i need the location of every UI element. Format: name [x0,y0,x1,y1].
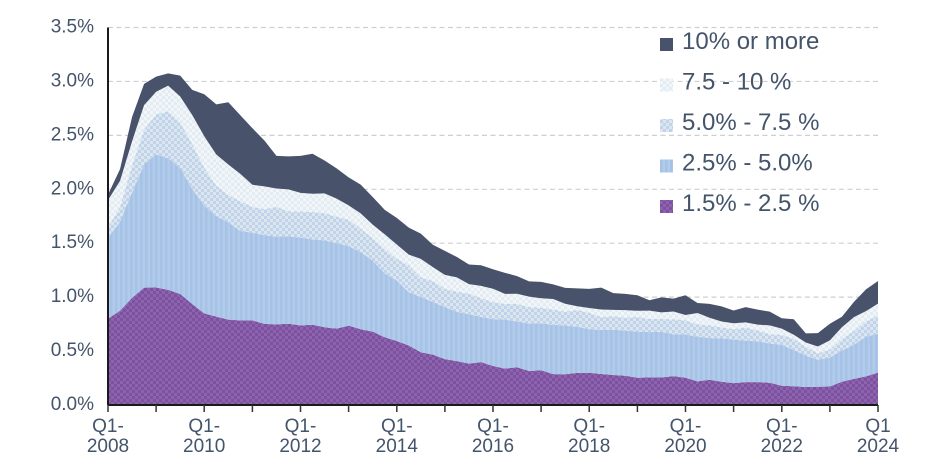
svg-text:Q1-: Q1- [381,416,413,437]
svg-text:Q1-: Q1- [477,416,509,437]
svg-text:1.5% - 2.5 %: 1.5% - 2.5 % [682,190,819,217]
svg-text:Q1: Q1 [865,416,890,437]
svg-text:Q1-: Q1- [188,416,220,437]
svg-text:3.0%: 3.0% [51,70,94,91]
svg-text:2.0%: 2.0% [51,178,94,199]
svg-text:2008: 2008 [87,436,129,457]
svg-text:1.0%: 1.0% [51,286,94,307]
svg-text:2018: 2018 [568,436,610,457]
svg-text:Q1-: Q1- [92,416,124,437]
svg-text:Q1-: Q1- [285,416,317,437]
svg-text:10% or more: 10% or more [682,28,819,55]
svg-text:7.5 - 10 %: 7.5 - 10 % [682,69,791,96]
svg-text:5.0% - 7.5 %: 5.0% - 7.5 % [682,109,819,136]
svg-text:2014: 2014 [376,436,419,457]
svg-text:2012: 2012 [279,436,321,457]
svg-text:Q1-: Q1- [670,416,702,437]
svg-text:2010: 2010 [183,436,225,457]
svg-text:2020: 2020 [664,436,706,457]
svg-text:2016: 2016 [472,436,514,457]
svg-text:3.5%: 3.5% [51,17,94,38]
svg-text:0.5%: 0.5% [51,340,94,361]
svg-text:Q1-: Q1- [573,416,605,437]
svg-text:2022: 2022 [761,436,803,457]
svg-text:1.5%: 1.5% [51,232,94,253]
svg-text:Q1-: Q1- [766,416,798,437]
svg-text:2024: 2024 [857,436,900,457]
svg-text:2.5%: 2.5% [51,124,94,145]
svg-text:0.0%: 0.0% [51,394,94,415]
svg-text:2.5% - 5.0%: 2.5% - 5.0% [682,150,813,177]
